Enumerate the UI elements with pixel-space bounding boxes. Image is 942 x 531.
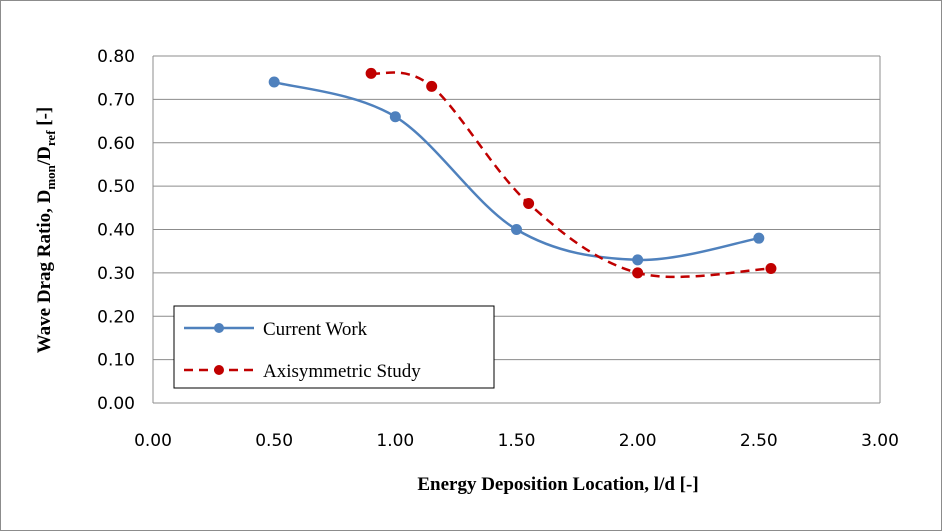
legend-marker-axisymmetric-study <box>214 365 224 375</box>
y-axis-title-sub1: mon <box>43 164 58 189</box>
y-tick-label: 0.00 <box>97 394 135 414</box>
y-tick-labels: 0.00 0.10 0.20 0.30 0.40 0.50 0.60 0.70 0.80 <box>97 47 135 414</box>
y-axis-title-end: [-] <box>34 107 55 131</box>
data-point-axisymmetric-study <box>365 67 377 79</box>
x-tick-label: 3.00 <box>861 431 899 451</box>
y-tick-label: 0.80 <box>97 47 135 67</box>
data-point-axisymmetric-study <box>632 267 644 279</box>
x-tick-label: 1.50 <box>498 431 536 451</box>
x-tick-label: 2.50 <box>740 431 778 451</box>
x-tick-label: 0.50 <box>255 431 293 451</box>
y-tick-label: 0.70 <box>97 90 135 110</box>
x-tick-label: 0.00 <box>134 431 172 451</box>
legend: Current Work Axisymmetric Study <box>173 305 495 389</box>
data-point-current-work <box>268 76 280 88</box>
data-point-current-work <box>632 254 644 266</box>
y-tick-label: 0.60 <box>97 134 135 154</box>
data-point-axisymmetric-study <box>426 80 438 92</box>
data-point-current-work <box>389 111 401 123</box>
data-point-current-work <box>753 232 765 244</box>
y-tick-label: 0.10 <box>97 351 135 371</box>
y-axis-title-sub2: ref <box>43 130 58 146</box>
axes <box>152 55 881 404</box>
data-point-axisymmetric-study <box>765 263 777 275</box>
x-axis-title: Energy Deposition Location, l/d [-] <box>417 474 698 495</box>
y-tick-label: 0.50 <box>97 177 135 197</box>
legend-label-current-work: Current Work <box>263 319 368 340</box>
series-group <box>268 67 777 279</box>
legend-box <box>173 305 495 389</box>
legend-label-axisymmetric-study: Axisymmetric Study <box>263 361 421 382</box>
legend-marker-current-work <box>214 323 224 333</box>
data-point-current-work <box>511 224 522 235</box>
y-tick-label: 0.30 <box>97 264 135 284</box>
x-tick-label: 2.00 <box>619 431 657 451</box>
y-axis-title: Wave Drag Ratio, Dmon/Dref [-] <box>34 107 58 354</box>
x-tick-label: 1.00 <box>376 431 414 451</box>
y-axis-title-mid: /D <box>34 146 55 166</box>
y-tick-label: 0.40 <box>97 221 135 241</box>
x-tick-labels: 0.00 0.50 1.00 1.50 2.00 2.50 3.00 <box>134 431 899 451</box>
data-point-axisymmetric-study <box>523 197 535 209</box>
y-tick-label: 0.20 <box>97 307 135 327</box>
y-axis-title-main: Wave Drag Ratio, D <box>34 190 55 354</box>
